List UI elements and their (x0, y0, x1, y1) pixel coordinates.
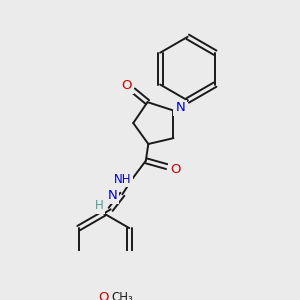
Text: NH: NH (114, 173, 131, 186)
Text: N: N (175, 101, 185, 115)
Text: H: H (94, 200, 103, 212)
Text: O: O (121, 79, 132, 92)
Text: N: N (107, 189, 117, 203)
Text: O: O (170, 164, 180, 176)
Text: CH₃: CH₃ (112, 291, 133, 300)
Text: O: O (99, 291, 109, 300)
